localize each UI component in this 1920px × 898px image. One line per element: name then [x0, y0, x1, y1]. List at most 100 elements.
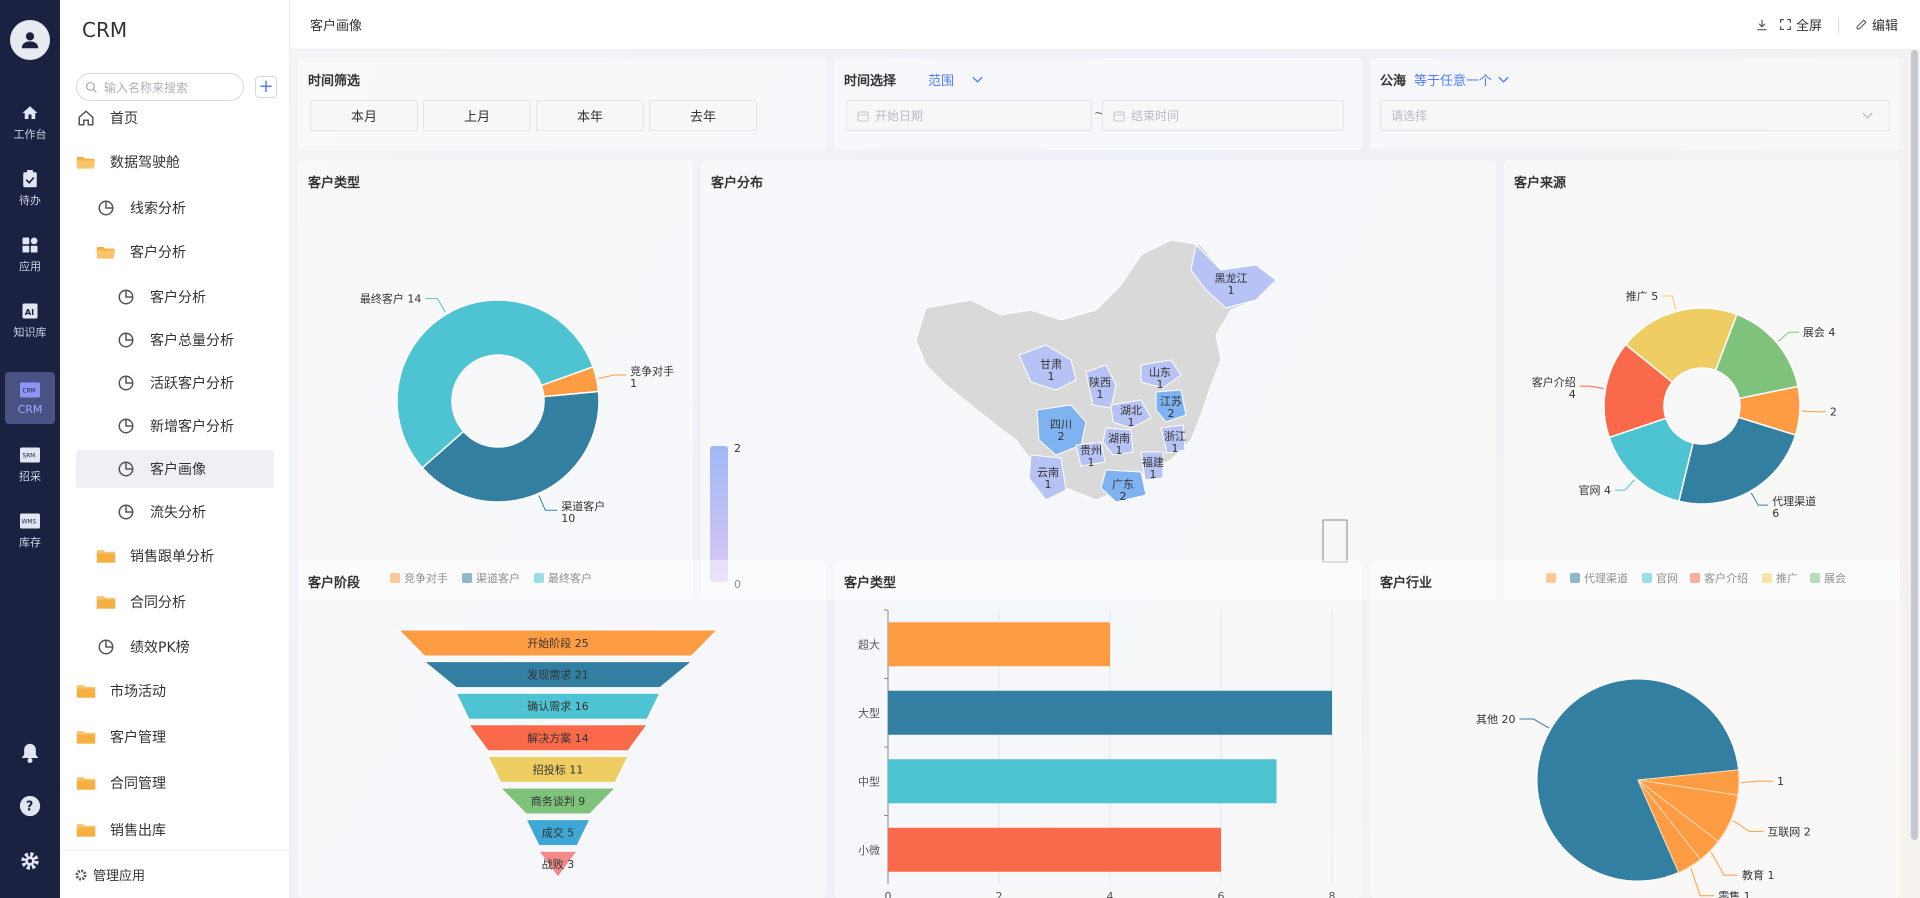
fullscreen-button[interactable]: 全屏 [1779, 15, 1822, 34]
nav-item-label: 数据驾驶舱 [110, 155, 180, 171]
end-date-placeholder: 结束时间 [1131, 109, 1180, 123]
menu-search-input[interactable]: 输入名称来搜索 [76, 73, 244, 101]
chevron-down-icon [972, 76, 983, 83]
pie-chart-icon [116, 330, 136, 350]
filter-this-month-button[interactable]: 本月 [310, 100, 418, 131]
download-button[interactable] [1755, 18, 1769, 32]
pool-select-input[interactable]: 请选择 [1380, 100, 1890, 131]
nav-item-performance-pk[interactable]: 绩效PK榜 [96, 628, 274, 666]
date-separator: ~ [1094, 106, 1105, 120]
download-icon [1757, 19, 1767, 30]
region-name: 广东 [1112, 478, 1134, 491]
nav-item-label: 客户分析 [150, 290, 206, 306]
label-line [1615, 479, 1635, 491]
x-tick-label: 2 [996, 890, 1003, 898]
start-date-input[interactable]: 开始日期 [846, 100, 1092, 131]
rail-item-workbench[interactable]: 工作台 [5, 96, 55, 148]
funnel-stage [525, 819, 591, 847]
nav-item-active-customer[interactable]: 活跃客户分析 [116, 364, 274, 402]
label-line [598, 374, 627, 380]
wms-badge: WMS [22, 519, 37, 525]
manage-app-button[interactable]: 管理应用 [60, 850, 290, 898]
edit-button[interactable]: 编辑 [1855, 15, 1898, 34]
rail-label: 待办 [19, 193, 41, 207]
help-icon[interactable]: ? [0, 791, 60, 821]
x-tick-label: 4 [1107, 890, 1114, 898]
legend-swatch [1546, 573, 1556, 583]
map-region [1100, 469, 1147, 503]
funnel-stage-label: 解决方案 14 [527, 731, 589, 745]
rail-item-inventory[interactable]: WMS 库存 [5, 504, 55, 556]
nav-item-sales-outbound[interactable]: 销售出库 [76, 820, 274, 840]
user-avatar[interactable] [10, 20, 50, 60]
region-value: 1 [1097, 388, 1104, 401]
settings-icon[interactable] [0, 846, 60, 876]
pie-chart-icon [116, 459, 136, 479]
nav-item-sales-tracking[interactable]: 销售跟单分析 [96, 537, 274, 575]
add-menu-button[interactable]: + [255, 76, 277, 98]
nav-item-customer-management[interactable]: 客户管理 [76, 718, 274, 756]
legend-swatch [1762, 573, 1772, 583]
nav-item-churn-analysis[interactable]: 流失分析 [116, 493, 274, 531]
range-mode-select[interactable]: 范围 [928, 70, 983, 89]
slice-label: 其他 20 [1476, 713, 1516, 726]
nav-item-contract-analysis[interactable]: 合同分析 [96, 583, 274, 621]
folder-icon [96, 592, 116, 612]
nav-item-label: 销售出库 [110, 823, 166, 839]
funnel-stage [397, 629, 719, 657]
funnel-stage-label: 发现需求 21 [527, 668, 589, 682]
nav-item-home[interactable]: 首页 [76, 99, 274, 137]
end-date-input[interactable]: 结束时间 [1102, 100, 1344, 131]
label-line [538, 495, 558, 511]
nav-item-customer-total[interactable]: 客户总量分析 [116, 321, 274, 359]
filter-last-month-button[interactable]: 上月 [423, 100, 531, 131]
map-region [1190, 243, 1277, 309]
folder-icon [76, 820, 96, 840]
range-mode-value: 范围 [928, 74, 955, 89]
x-tick-label: 0 [885, 890, 892, 898]
map-region [1018, 344, 1077, 391]
nav-item-label: 市场活动 [110, 684, 166, 700]
pie-chart-icon [116, 373, 136, 393]
funnel-stage-label: 开始阶段 25 [527, 636, 589, 650]
time-filter-panel: 时间筛选 本月 上月 本年 去年 [298, 58, 826, 150]
nav-item-contract-management[interactable]: 合同管理 [76, 764, 274, 802]
fullscreen-label: 全屏 [1795, 19, 1822, 34]
rail-item-procurement[interactable]: SRM 招采 [5, 438, 55, 490]
pie-slice [421, 390, 600, 503]
module-title: CRM [82, 18, 128, 42]
rail-item-knowledge[interactable]: AI 知识库 [5, 294, 55, 346]
pie-chart-icon [96, 198, 116, 218]
region-name: 湖北 [1120, 404, 1142, 417]
nav-item-data-cockpit[interactable]: 数据驾驶舱 [76, 143, 274, 181]
customer-industry-pie-chart: 其他 20 1 互联网 2 教育 1 零售 1 [1476, 678, 1811, 898]
region-value: 1 [1088, 456, 1095, 469]
bell-icon[interactable] [0, 738, 60, 768]
page-header: 客户画像 全屏 编辑 [290, 0, 1920, 50]
page-scrollbar-thumb[interactable] [1911, 50, 1918, 840]
region-value: 1 [1172, 442, 1179, 455]
rail-item-todo[interactable]: 待办 [5, 162, 55, 214]
region-value: 1 [1157, 378, 1164, 391]
nav-item-marketing[interactable]: 市场活动 [76, 672, 274, 710]
region-name: 湖南 [1108, 432, 1130, 445]
manage-app-label: 管理应用 [93, 869, 146, 884]
rail-item-crm[interactable]: CRM CRM [5, 372, 55, 424]
filter-this-year-button[interactable]: 本年 [536, 100, 644, 131]
pool-operator-select[interactable]: 等于任意一个 [1414, 70, 1509, 89]
nav-item-customer-analysis[interactable]: 客户分析 [116, 278, 274, 316]
pie-slice [1637, 779, 1702, 874]
nav-item-customer-portrait[interactable]: 客户画像 [76, 450, 274, 488]
legend-swatch [1570, 573, 1580, 583]
nav-item-customer-analysis-group[interactable]: 客户分析 [96, 233, 274, 271]
filter-last-year-button[interactable]: 去年 [649, 100, 757, 131]
nav-item-label: 销售跟单分析 [130, 549, 214, 565]
rail-item-apps[interactable]: 应用 [5, 228, 55, 280]
nav-item-new-customer[interactable]: 新增客户分析 [116, 407, 274, 445]
label-line [425, 298, 446, 313]
region-name: 云南 [1037, 466, 1059, 479]
slice-label: 零售 1 [1718, 889, 1751, 898]
plus-icon: + [258, 76, 274, 97]
nav-item-lead-analysis[interactable]: 线索分析 [96, 189, 274, 227]
